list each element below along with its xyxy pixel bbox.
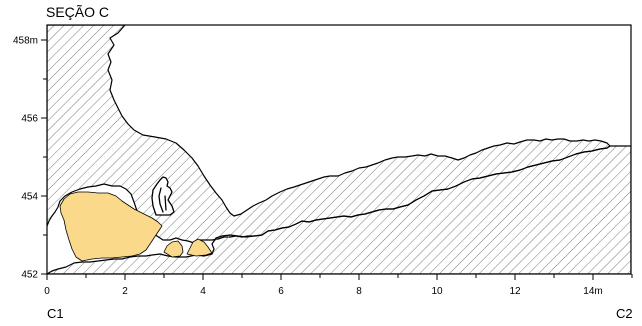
distance-tick-label: 8 <box>356 286 362 297</box>
sediment-deposit-small-2 <box>186 238 213 257</box>
section-endpoint-right-label: C2 <box>616 306 633 321</box>
section-endpoint-left-label: C1 <box>47 306 64 321</box>
human-scale-figure-detail <box>158 187 167 213</box>
section-frame <box>46 24 632 275</box>
distance-tick-label: 2 <box>122 286 128 297</box>
distance-tick-label: 0 <box>44 286 50 297</box>
elevation-tick-label: 452 <box>21 270 38 281</box>
floor-rock-mass <box>47 145 631 274</box>
section-title: SEÇÃO C <box>46 4 110 20</box>
human-scale-figure <box>151 176 175 216</box>
sediment-deposit-large <box>59 191 163 262</box>
distance-axis: 0 2 4 6 8 10 12 14m <box>44 274 633 297</box>
elevation-tick-label: 458m <box>13 36 38 47</box>
elevation-tick-label: 454 <box>21 192 38 203</box>
distance-tick-label: 14m <box>583 286 602 297</box>
distance-tick-label: 12 <box>509 286 521 297</box>
distance-tick-label: 4 <box>200 286 206 297</box>
distance-tick-label: 10 <box>431 286 443 297</box>
sediment-deposit-small-1 <box>163 240 184 258</box>
distance-tick-label: 6 <box>278 286 284 297</box>
elevation-axis: 458m 456 454 452 <box>13 36 47 281</box>
elevation-tick-label: 456 <box>21 114 38 125</box>
